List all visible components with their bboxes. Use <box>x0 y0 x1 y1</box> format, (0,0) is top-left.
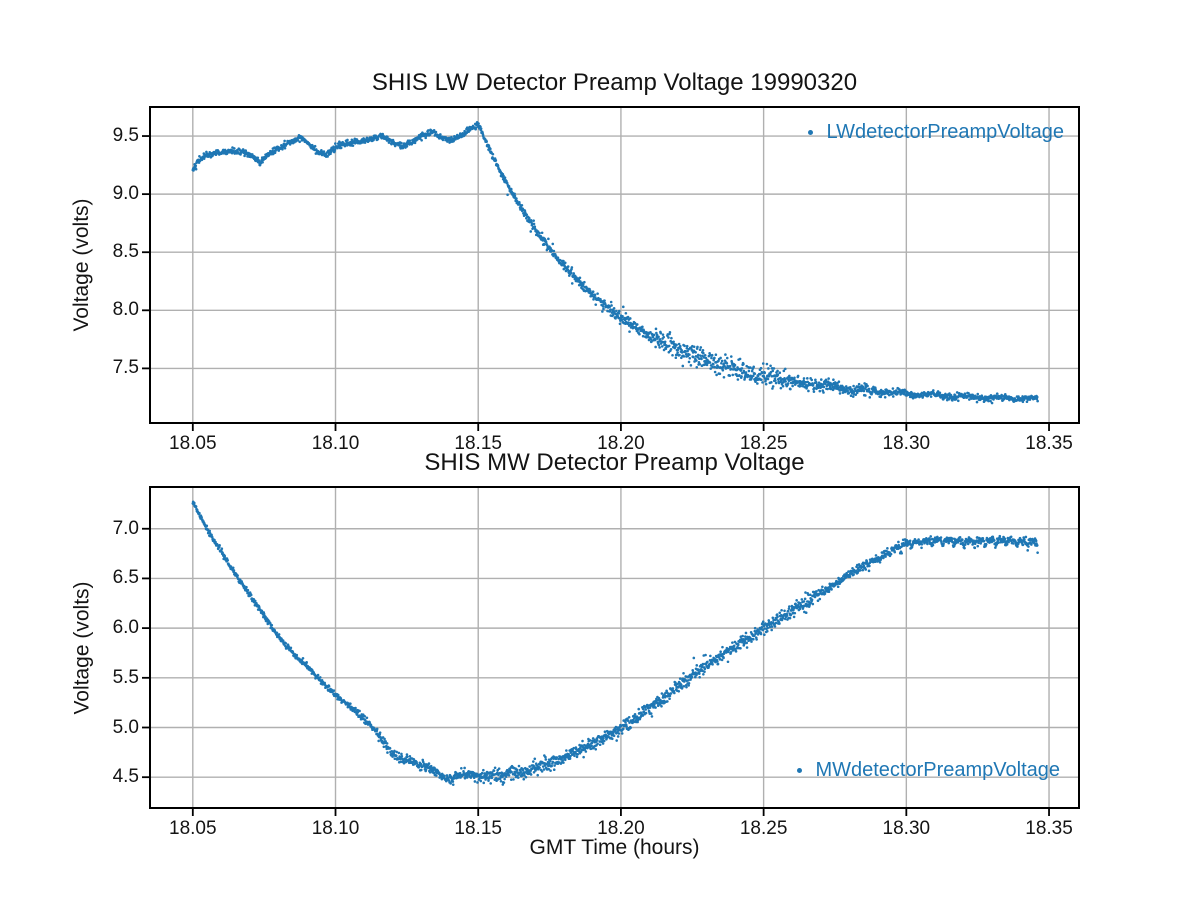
plot1-title: SHIS LW Detector Preamp Voltage 19990320 <box>371 69 858 96</box>
y-tick-label: 8.5 <box>112 241 139 263</box>
y-tick-label: 5.5 <box>112 666 139 688</box>
x-tick-label: 18.25 <box>739 433 788 454</box>
x-tick-label: 18.15 <box>454 433 502 454</box>
plot1-legend: LWdetectorPreampVoltage <box>808 120 1064 144</box>
x-tick-label: 18.20 <box>597 433 645 454</box>
y-tick-label: 6.0 <box>112 617 139 639</box>
y-tick-label: 8.0 <box>112 299 139 321</box>
legend-label: MWdetectorPreampVoltage <box>815 759 1060 781</box>
legend-marker-dot <box>797 767 803 773</box>
y-tick-label: 4.5 <box>112 766 139 788</box>
plot2-legend: MWdetectorPreampVoltage <box>797 758 1060 782</box>
x-tick-label: 18.35 <box>1025 433 1073 454</box>
legend-label: LWdetectorPreampVoltage <box>826 121 1064 143</box>
x-tick-label: 18.15 <box>454 818 502 839</box>
x-tick-label: 18.10 <box>311 818 360 839</box>
y-tick-label: 6.5 <box>112 567 139 589</box>
y-tick-label: 5.0 <box>112 716 139 738</box>
y-tick-label: 7.5 <box>112 357 139 379</box>
x-tick-label: 18.30 <box>882 433 931 454</box>
x-tick-label: 18.05 <box>169 433 217 454</box>
y-tick-label: 9.5 <box>112 125 139 147</box>
plot2-title: SHIS MW Detector Preamp Voltage <box>424 449 805 476</box>
x-tick-label: 18.25 <box>739 818 788 839</box>
y-tick-label: 7.0 <box>112 517 139 539</box>
x-tick-label: 18.35 <box>1025 818 1073 839</box>
x-tick-label: 18.30 <box>882 818 931 839</box>
y-tick-label: 9.0 <box>112 183 139 205</box>
x-axis-label: GMT Time (hours) <box>529 836 700 859</box>
x-tick-label: 18.10 <box>311 433 360 454</box>
legend-marker-dot <box>808 129 814 135</box>
x-tick-label: 18.20 <box>597 818 645 839</box>
x-tick-label: 18.05 <box>169 818 217 839</box>
